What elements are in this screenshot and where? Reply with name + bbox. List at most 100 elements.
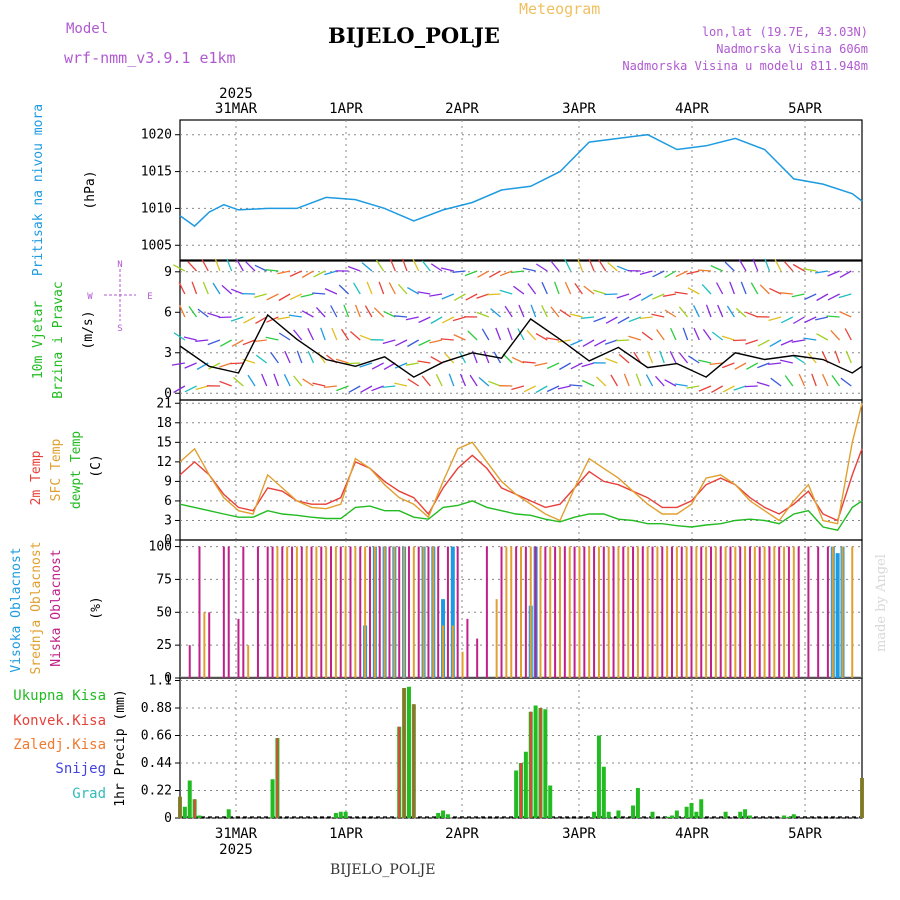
precip-bar-total	[743, 809, 748, 818]
cloud-bar-2	[427, 546, 430, 678]
wind-barb	[783, 260, 794, 272]
wind-barb	[779, 359, 793, 364]
wind-barb	[219, 380, 232, 387]
cloud-bar-1	[685, 546, 688, 678]
wind-barb	[804, 293, 817, 301]
ytick-label-precipitation-2: 0.44	[141, 756, 172, 771]
cloud-bar-1	[373, 546, 376, 678]
wind-barb	[453, 334, 466, 341]
wind-barb	[188, 306, 198, 318]
cloud-bar-1	[505, 546, 508, 678]
wind-barb	[478, 377, 490, 387]
wind-barb	[721, 335, 735, 341]
wind-barb	[221, 284, 233, 295]
wind-barb	[395, 339, 408, 347]
wind-barb	[844, 328, 852, 341]
precip-bar-total	[791, 814, 796, 818]
wind-barb	[792, 316, 805, 325]
date-label-top-1: 1APR	[329, 101, 363, 117]
precip-bar-total	[343, 811, 348, 818]
wind-barb	[458, 351, 467, 364]
year-label-bottom: 2025	[219, 842, 253, 858]
wind-barb	[331, 327, 338, 341]
wind-barb	[353, 282, 361, 295]
date-label-bottom-3: 3APR	[562, 826, 596, 842]
wind-barb	[364, 305, 373, 318]
cloud-bar-2	[256, 546, 259, 678]
cloud-bar-1	[841, 546, 844, 678]
wind-barb	[623, 373, 630, 387]
wind-barb	[557, 385, 571, 390]
cloud-bar-2	[456, 546, 459, 678]
wind-barb	[394, 315, 408, 318]
ylabel-wind-unit: (m/s)	[81, 310, 96, 349]
panel-frame-wind	[179, 260, 863, 401]
wind-barb	[734, 362, 747, 370]
wind-barb	[430, 263, 443, 272]
wind-barb	[348, 385, 361, 393]
wind-barb	[721, 362, 735, 369]
wind-barb	[738, 259, 747, 272]
wind-barb	[511, 356, 525, 364]
cloud-bar-1	[568, 546, 571, 678]
ytick-label-temperature-6: 18	[156, 416, 172, 431]
ytick-label-temperature-7: 21	[156, 396, 172, 411]
wind-barb	[347, 265, 361, 272]
cloud-bar-2	[719, 546, 722, 678]
wind-barb	[664, 379, 677, 387]
wind-barb	[698, 385, 712, 392]
wind-barb	[744, 385, 758, 388]
wind-barb	[604, 293, 618, 296]
ytick-label-clouds-1: 25	[156, 638, 172, 653]
date-label-top-4: 4APR	[675, 101, 709, 117]
ytick-label-temperature-3: 9	[164, 474, 172, 489]
wind-barb	[733, 385, 747, 391]
wind-barb	[236, 259, 244, 272]
ytick-label-pressure-3: 1020	[141, 128, 172, 143]
cloud-bar-2	[573, 546, 576, 678]
wind-barb	[740, 281, 747, 295]
wind-barb	[678, 306, 689, 318]
cloud-bar-2	[515, 546, 518, 678]
wind-barb	[312, 382, 326, 387]
wind-barb	[652, 270, 665, 278]
wind-barb	[283, 374, 291, 387]
wind-barb	[569, 313, 583, 318]
precip-bar-total	[333, 813, 338, 818]
cloud-bar-2	[437, 546, 440, 678]
cloud-bar-1	[627, 546, 630, 678]
date-label-bottom-4: 4APR	[675, 826, 709, 842]
cloud-bar-2	[407, 546, 410, 678]
ytick-label-pressure-2: 1015	[141, 165, 172, 180]
wind-barb	[255, 354, 268, 364]
wind-barb	[405, 362, 419, 366]
wind-barb	[191, 281, 198, 295]
wind-barb	[840, 377, 852, 387]
cloud-bar-2	[349, 546, 352, 678]
cloud-bar-2	[583, 546, 586, 678]
wind-barb	[476, 293, 490, 299]
wind-barb	[635, 373, 642, 387]
cloud-bar-1	[792, 546, 795, 678]
cloud-bar-2	[281, 546, 284, 678]
precip-bar-convective	[403, 688, 406, 818]
precip-bar-convective	[276, 738, 279, 818]
wind-barb	[302, 378, 314, 387]
wind-barb	[354, 304, 361, 318]
cloud-bar-2	[622, 546, 625, 678]
wind-barb	[605, 357, 618, 364]
wind-barb	[195, 339, 209, 342]
wind-barb	[535, 263, 548, 272]
cloud-bar-1	[695, 546, 698, 678]
wind-barb	[523, 385, 536, 393]
wind-barb	[340, 328, 350, 341]
precip-bar-convective	[529, 711, 532, 818]
cloud-bar-2	[544, 546, 547, 678]
wind-barb	[383, 310, 396, 318]
precip-bar-total	[684, 806, 689, 818]
cloud-bar-1	[344, 546, 347, 678]
cloud-bar-2	[641, 546, 644, 678]
wind-barb	[293, 329, 303, 341]
cloud-bar-2	[466, 618, 469, 678]
cloud-bar-2	[227, 546, 230, 678]
